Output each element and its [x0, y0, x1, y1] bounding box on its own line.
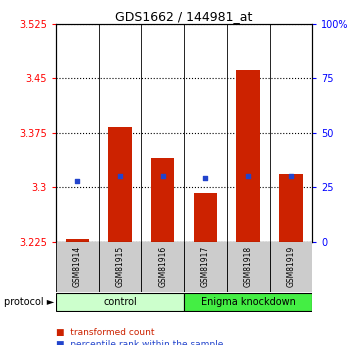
- Text: GSM81917: GSM81917: [201, 246, 210, 287]
- Bar: [184, 241, 227, 292]
- Bar: [108, 127, 132, 242]
- Bar: [151, 158, 174, 242]
- Text: control: control: [103, 297, 137, 307]
- Text: Enigma knockdown: Enigma knockdown: [201, 297, 296, 307]
- Text: GSM81915: GSM81915: [116, 246, 125, 287]
- Point: [245, 174, 251, 179]
- Bar: [56, 241, 99, 292]
- Bar: [270, 241, 312, 292]
- Text: ■  transformed count: ■ transformed count: [56, 328, 155, 337]
- Bar: [56, 293, 184, 311]
- Bar: [279, 174, 303, 241]
- Bar: [227, 241, 270, 292]
- Text: ■  percentile rank within the sample: ■ percentile rank within the sample: [56, 340, 223, 345]
- Point: [288, 174, 294, 179]
- Bar: [184, 293, 312, 311]
- Text: GSM81918: GSM81918: [244, 246, 253, 287]
- Bar: [194, 193, 217, 242]
- Bar: [66, 239, 89, 241]
- Point: [203, 176, 208, 181]
- Point: [117, 174, 123, 179]
- Text: protocol ►: protocol ►: [4, 297, 54, 307]
- Bar: [142, 241, 184, 292]
- Title: GDS1662 / 144981_at: GDS1662 / 144981_at: [116, 10, 253, 23]
- Point: [160, 174, 166, 179]
- Text: GSM81916: GSM81916: [158, 246, 167, 287]
- Bar: [99, 241, 142, 292]
- Text: GSM81919: GSM81919: [286, 246, 295, 287]
- Point: [74, 178, 80, 184]
- Bar: [236, 70, 260, 241]
- Text: GSM81914: GSM81914: [73, 246, 82, 287]
